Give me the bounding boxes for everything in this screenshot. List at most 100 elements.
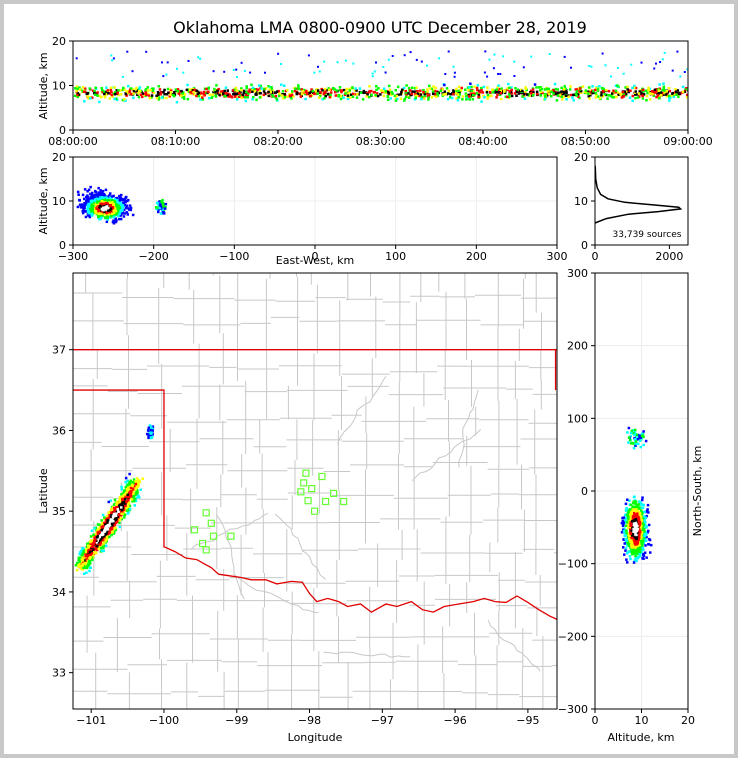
eastwest-source	[83, 197, 86, 201]
road-line	[233, 573, 319, 614]
eastwest-source	[81, 193, 85, 197]
map-source	[104, 521, 107, 525]
time-altitude-source	[255, 90, 258, 94]
time-tick-label: 08:40:00	[458, 135, 507, 148]
time-altitude-source	[271, 95, 275, 98]
time-altitude-source	[110, 90, 113, 94]
time-altitude-source	[422, 88, 425, 92]
eastwest-source	[104, 204, 108, 207]
time-altitude-ylabel: Altitude, km	[37, 52, 50, 119]
time-altitude-source	[569, 93, 573, 97]
time-tick-label: 08:20:00	[253, 135, 302, 148]
map-source	[120, 494, 124, 498]
time-altitude-source	[301, 89, 305, 93]
time-altitude-source	[667, 94, 671, 98]
northsouth-source	[635, 550, 638, 553]
time-altitude-source	[257, 84, 261, 87]
northsouth-source	[639, 445, 643, 449]
time-altitude-source	[262, 87, 266, 91]
time-altitude-source	[180, 89, 183, 93]
eastwest-source	[112, 209, 115, 212]
map-source	[114, 514, 118, 517]
eastwest-source	[88, 197, 91, 200]
northsouth-source	[630, 512, 633, 516]
time-altitude-source	[158, 88, 162, 91]
eastwest-source	[110, 212, 114, 216]
northsouth-source	[634, 440, 638, 443]
time-altitude-source	[622, 72, 625, 75]
time-altitude-source	[85, 92, 88, 95]
map-source	[115, 500, 119, 504]
time-altitude-source	[182, 95, 186, 99]
time-altitude-source	[203, 90, 206, 94]
time-altitude-source	[121, 98, 125, 102]
time-altitude-source	[169, 91, 173, 94]
time-altitude-source	[193, 88, 196, 92]
eastwest-source	[78, 199, 81, 202]
time-altitude-source	[96, 94, 99, 97]
time-altitude-source	[476, 84, 480, 87]
map-source	[80, 553, 83, 556]
time-altitude-source	[93, 89, 96, 93]
northsouth-source	[632, 561, 636, 564]
time-altitude-source	[284, 89, 288, 93]
northsouth-source	[631, 546, 634, 550]
time-altitude-source	[686, 93, 688, 97]
eastwest-source	[109, 192, 112, 195]
time-altitude-source	[457, 89, 460, 93]
time-altitude-source	[480, 100, 483, 103]
time-altitude-source	[578, 96, 581, 100]
time-altitude-source	[556, 88, 560, 91]
map-source	[105, 527, 108, 531]
northsouth-source	[624, 547, 628, 550]
map-source	[83, 572, 86, 575]
time-altitude-source	[486, 86, 489, 89]
time-altitude-source	[278, 91, 281, 95]
time-altitude-source	[391, 92, 394, 95]
map-source	[147, 426, 150, 430]
northsouth-source	[622, 529, 626, 533]
time-altitude-source	[111, 59, 114, 62]
time-altitude-source	[311, 89, 315, 93]
time-altitude-source	[242, 95, 245, 98]
northsouth-source	[621, 528, 625, 531]
time-altitude-source	[136, 93, 139, 96]
time-altitude-source	[255, 98, 258, 102]
northsouth-source	[638, 516, 641, 519]
time-altitude-source	[381, 89, 384, 92]
eastwest-source	[116, 201, 119, 204]
map-source	[84, 552, 87, 555]
map-source	[110, 527, 114, 531]
time-altitude-source	[465, 94, 468, 98]
time-altitude-source	[685, 96, 688, 99]
time-altitude-source	[683, 71, 686, 73]
map-source	[129, 493, 132, 497]
eastwest-source	[90, 211, 93, 215]
eastwest-source	[105, 211, 108, 214]
time-altitude-source	[490, 94, 493, 97]
time-altitude-source	[342, 88, 346, 92]
time-altitude-source	[235, 98, 239, 101]
map-source	[94, 526, 98, 529]
map-source	[123, 493, 127, 496]
time-altitude-source	[564, 94, 568, 97]
time-altitude-source	[75, 57, 78, 60]
time-altitude-source	[211, 93, 214, 96]
map-source	[101, 525, 104, 529]
eastwest-source	[157, 202, 160, 205]
time-altitude-source	[195, 89, 199, 93]
time-altitude-source	[405, 84, 408, 87]
time-altitude-source	[380, 89, 383, 92]
northsouth-source	[625, 532, 628, 535]
time-altitude-source	[600, 86, 604, 90]
time-altitude-source	[243, 69, 246, 72]
map-source	[150, 431, 153, 435]
eastwest-source	[95, 201, 99, 204]
eastwest-source	[155, 201, 159, 205]
time-altitude-source	[496, 86, 499, 89]
map-source	[101, 545, 105, 549]
time-altitude-source	[587, 95, 590, 98]
eastwest-source	[112, 203, 116, 206]
eastwest-source	[124, 206, 128, 210]
northsouth-source	[644, 544, 647, 547]
